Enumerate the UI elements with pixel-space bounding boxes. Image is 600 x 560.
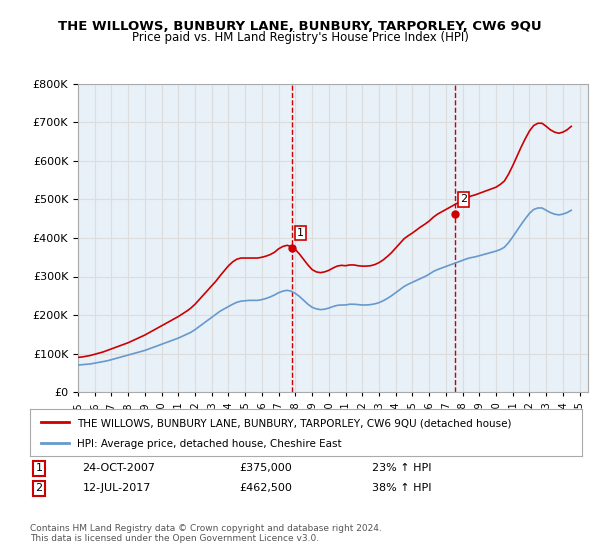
Text: THE WILLOWS, BUNBURY LANE, BUNBURY, TARPORLEY, CW6 9QU (detached house): THE WILLOWS, BUNBURY LANE, BUNBURY, TARP…: [77, 418, 511, 428]
Text: 1: 1: [297, 228, 304, 238]
Text: 24-OCT-2007: 24-OCT-2007: [82, 463, 155, 473]
Text: THE WILLOWS, BUNBURY LANE, BUNBURY, TARPORLEY, CW6 9QU: THE WILLOWS, BUNBURY LANE, BUNBURY, TARP…: [58, 20, 542, 32]
Text: 1: 1: [35, 463, 43, 473]
Text: HPI: Average price, detached house, Cheshire East: HPI: Average price, detached house, Ches…: [77, 439, 341, 449]
Text: 12-JUL-2017: 12-JUL-2017: [82, 483, 151, 493]
Text: 38% ↑ HPI: 38% ↑ HPI: [372, 483, 432, 493]
Text: 2: 2: [460, 194, 467, 204]
Text: Contains HM Land Registry data © Crown copyright and database right 2024.
This d: Contains HM Land Registry data © Crown c…: [30, 524, 382, 543]
Text: 2: 2: [35, 483, 43, 493]
Text: £375,000: £375,000: [240, 463, 293, 473]
Text: Price paid vs. HM Land Registry's House Price Index (HPI): Price paid vs. HM Land Registry's House …: [131, 31, 469, 44]
Text: £462,500: £462,500: [240, 483, 293, 493]
Text: 23% ↑ HPI: 23% ↑ HPI: [372, 463, 432, 473]
